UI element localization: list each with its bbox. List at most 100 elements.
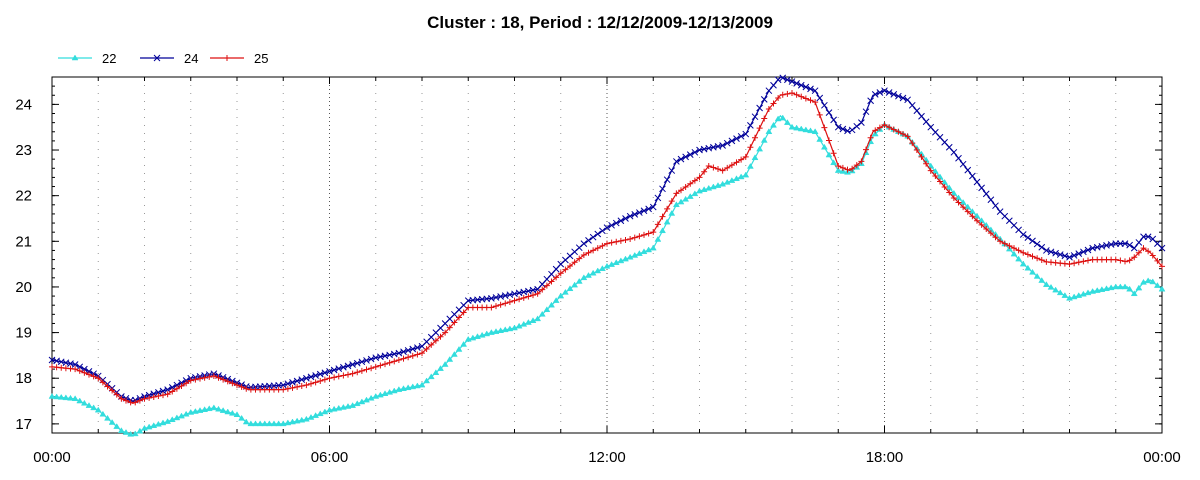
data-point (94, 406, 102, 413)
data-point (349, 370, 356, 377)
data-point (178, 412, 185, 419)
legend: 22 24 25 (58, 51, 268, 66)
data-point (215, 405, 222, 412)
data-point (326, 368, 333, 375)
grid-layer (97, 77, 1117, 433)
data-point (548, 278, 555, 285)
data-point (265, 420, 273, 427)
data-point (881, 87, 888, 95)
data-point (201, 374, 208, 381)
data-point (247, 420, 255, 427)
data-point (428, 341, 435, 348)
data-point (650, 229, 657, 236)
data-point (793, 80, 800, 87)
data-point (99, 410, 107, 417)
data-point (1145, 248, 1152, 255)
data-point (742, 171, 750, 178)
data-point (603, 224, 611, 231)
data-point (987, 230, 994, 237)
data-point (1154, 257, 1161, 264)
data-point (719, 167, 726, 174)
data-point (983, 225, 990, 232)
data-point (959, 160, 967, 168)
data-point (487, 329, 495, 335)
data-point (811, 128, 819, 135)
legend-label: 24 (184, 51, 198, 66)
data-point (358, 358, 366, 366)
data-point (340, 363, 347, 371)
data-point (224, 378, 231, 385)
data-point (1084, 246, 1092, 254)
data-point (738, 156, 745, 163)
data-point (308, 380, 314, 387)
data-point (164, 391, 171, 398)
data-point (321, 408, 329, 415)
chart-title: Cluster : 18, Period : 12/12/2009-12/13/… (427, 13, 773, 32)
data-point (682, 153, 689, 161)
data-point (104, 414, 111, 421)
data-point (1015, 247, 1022, 254)
data-point (391, 358, 398, 365)
data-point (90, 373, 97, 380)
data-point (913, 107, 921, 115)
data-point (71, 395, 79, 402)
legend-marker (71, 54, 79, 61)
data-point (155, 389, 162, 396)
data-point (409, 352, 416, 359)
data-point (789, 89, 795, 96)
data-point (404, 347, 412, 354)
data-point (432, 369, 440, 376)
data-point (784, 90, 791, 97)
data-point (788, 78, 796, 85)
data-point (612, 219, 620, 227)
data-point (168, 384, 176, 391)
data-point (635, 250, 643, 256)
data-point (1121, 283, 1129, 290)
data-point (1093, 287, 1101, 293)
y-tick-label: 17 (15, 416, 32, 433)
data-point (608, 239, 615, 246)
data-point (460, 340, 468, 347)
data-point (631, 234, 638, 241)
data-point (497, 301, 504, 308)
series-line (51, 114, 1163, 436)
data-point (932, 173, 939, 180)
data-point (530, 292, 536, 299)
data-point (783, 119, 791, 125)
data-point (1047, 248, 1055, 256)
data-point (816, 136, 824, 142)
data-point (649, 244, 657, 251)
series-layer (48, 74, 1166, 437)
data-point (345, 371, 351, 378)
data-point (1019, 260, 1027, 267)
data-point (978, 184, 985, 192)
data-point (197, 375, 203, 382)
data-point (321, 376, 328, 383)
legend-label: 22 (102, 51, 116, 66)
data-point (219, 407, 227, 413)
data-point (937, 178, 943, 185)
data-point (1066, 261, 1073, 268)
data-point (553, 274, 560, 281)
data-point (594, 230, 602, 238)
data-point (871, 90, 879, 98)
data-point (793, 91, 800, 98)
data-point (608, 261, 616, 267)
data-point (220, 376, 227, 383)
y-tick-label: 21 (15, 233, 32, 250)
data-point (1159, 263, 1165, 270)
data-point (67, 394, 74, 401)
data-point (719, 180, 727, 187)
data-point (779, 114, 787, 121)
data-point (904, 96, 911, 104)
data-point (830, 159, 838, 166)
data-point (649, 203, 657, 211)
data-point (358, 367, 365, 374)
data-point (686, 151, 694, 158)
data-point (413, 382, 421, 389)
series-25 (49, 89, 1165, 406)
data-point (132, 399, 139, 406)
data-point (460, 309, 467, 316)
data-point (858, 119, 865, 126)
data-point (321, 369, 329, 377)
